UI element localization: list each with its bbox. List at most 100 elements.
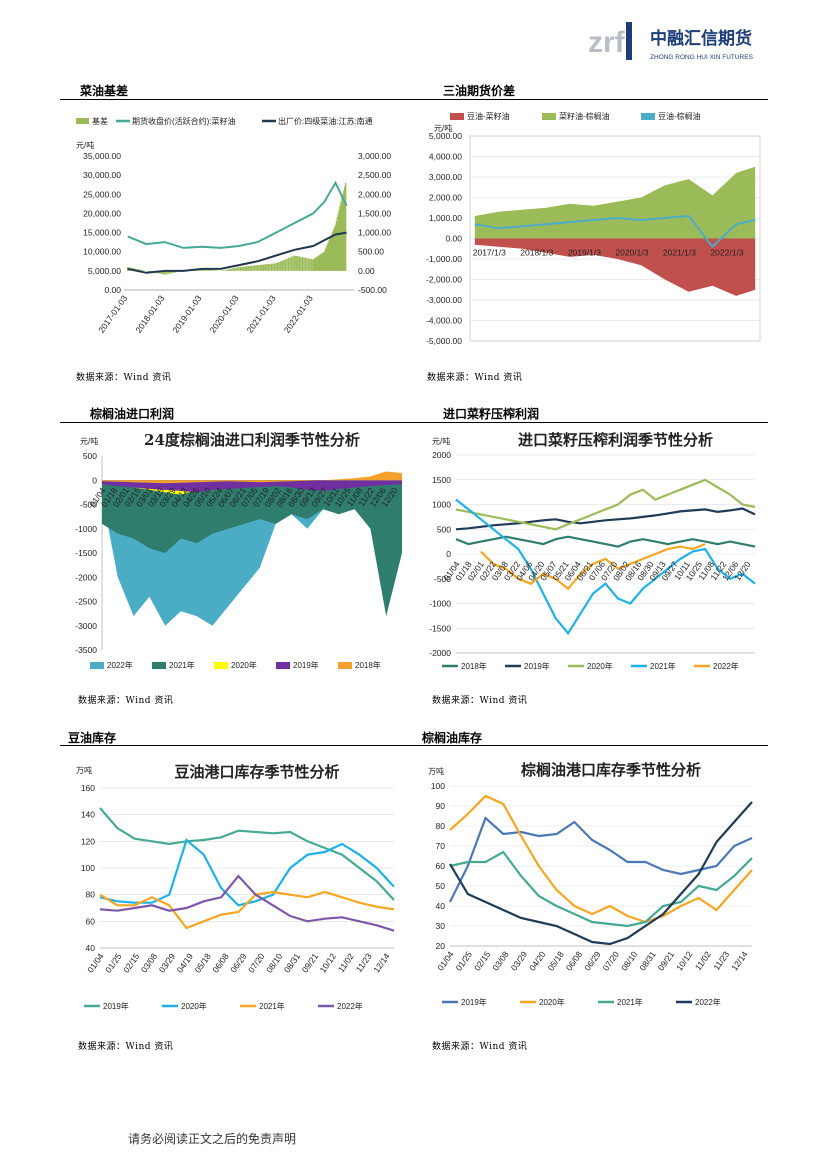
x-tick-label: 11/02: [693, 949, 713, 972]
y-tick-label: 4,000.00: [429, 152, 462, 162]
series-line: [455, 535, 756, 548]
y-tick-label: 15,000.00: [83, 228, 121, 238]
x-tick-label: 07/20: [246, 951, 267, 974]
y-tick-label: 100: [431, 781, 445, 791]
y-tick-label: -500: [434, 574, 451, 584]
series-area: [474, 238, 756, 296]
y-tick-label: 30: [436, 921, 446, 931]
unit-label: 元/吨: [76, 140, 94, 150]
x-tick-label: 2018-01-03: [133, 293, 166, 335]
x-tick-label: 2019-01-03: [170, 293, 203, 335]
legend-swatch: [214, 662, 228, 669]
x-tick-label: 08/10: [619, 949, 640, 972]
legend-label: 2020年: [181, 1001, 207, 1011]
x-tick-label: 2022-01-03: [282, 293, 315, 335]
x-tick-label: 02/15: [472, 949, 493, 972]
legend-label: 2021年: [650, 661, 676, 671]
y-tick-label: 1500: [432, 475, 451, 485]
legend-label: 2021年: [259, 1001, 285, 1011]
x-tick-label: 2020-01-03: [208, 293, 241, 335]
unit-label: 元/吨: [432, 436, 450, 446]
y-tick-label: 25,000.00: [83, 189, 121, 199]
y-tick-label: -2500: [75, 597, 97, 607]
source-note: 数据来源：Wind 资讯: [432, 696, 528, 706]
x-tick-label: 08/31: [637, 949, 658, 972]
y-tick-label: 5,000.00: [88, 266, 121, 276]
series-line: [449, 794, 753, 924]
x-tick-label: 01/04: [435, 949, 456, 972]
legend-label: 2022年: [713, 661, 739, 671]
x-tick-label: 06/08: [210, 951, 231, 974]
divider: [60, 422, 768, 423]
series-area: [102, 480, 402, 493]
x-tick-label: 12/14: [371, 951, 392, 974]
legend-swatch: [450, 113, 464, 120]
legend-label: 豆油-棕榈油: [658, 111, 701, 121]
x-tick-label: 01/25: [454, 949, 475, 972]
x-tick-label: 10/12: [318, 951, 339, 974]
y-tick-label: 70: [436, 841, 446, 851]
chart-palm-import-profit: 24度棕榈油进口利润季节性分析 元/吨 500 0 -500 -1000 -1500 -200…: [62, 428, 412, 678]
section-title-three-oil-spread: 三油期货价差: [443, 84, 516, 98]
source-note: 数据来源：Wind 资讯: [78, 696, 174, 706]
series-line: [455, 498, 756, 636]
x-tick-label: 06/29: [582, 949, 603, 972]
legend-label: 2018年: [355, 660, 381, 670]
y-tick-label: 30,000.00: [83, 170, 121, 180]
series-line: [99, 838, 395, 907]
legend-swatch: [152, 662, 166, 669]
x-tick-label: 09/21: [656, 949, 677, 972]
y-tick-label: -5,000.00: [426, 336, 462, 346]
x-tick-label: 06/29: [228, 951, 249, 974]
series-line: [127, 231, 347, 274]
x-tick-label: 2021/1/3: [663, 248, 696, 258]
legend-label: 2021年: [617, 997, 643, 1007]
x-tick-label: 2018/1/3: [520, 248, 553, 258]
series-line: [455, 478, 756, 531]
series-area: [474, 166, 756, 239]
y-tick-label: 2,500.00: [358, 170, 391, 180]
y-tick-label: 100: [81, 863, 95, 873]
legend-label: 2022年: [337, 1001, 363, 1011]
y-tick-label: -1000: [429, 599, 451, 609]
unit-label: 万吨: [76, 765, 92, 775]
chart-soyoil-stock: 豆油港口库存季节性分析 万吨 160 140 120 100 80 60 40 01/04 01/2…: [62, 752, 412, 1022]
y-tick-label: 60: [86, 916, 96, 926]
x-tick-label: 04/19: [175, 951, 196, 974]
y-tick-label: 3,000.00: [358, 151, 391, 161]
legend-label: 期货收盘价(活跃合约):菜籽油: [132, 116, 236, 126]
x-tick-label: 10/12: [674, 949, 695, 972]
y-tick-label: -3,000.00: [426, 295, 462, 305]
section-title-palm-stock: 棕榈油库存: [422, 731, 483, 745]
y-tick-label: 120: [81, 836, 95, 846]
series-line: [449, 850, 753, 928]
y-tick-label: 80: [436, 821, 446, 831]
legend-label: 2020年: [539, 997, 565, 1007]
series-line: [474, 214, 756, 249]
x-tick-label: 11/02: [336, 951, 356, 974]
series-line: [480, 543, 706, 591]
y-tick-label: 5,000.00: [429, 131, 462, 141]
y-tick-label: 1000: [432, 500, 451, 510]
y-tick-label: 2,000.00: [429, 193, 462, 203]
legend-label: 2022年: [695, 997, 721, 1007]
y-tick-label: 0.00: [358, 266, 375, 276]
y-tick-label: 1,000.00: [358, 228, 391, 238]
source-note: 数据来源：Wind 资讯: [427, 373, 523, 383]
divider: [60, 745, 768, 746]
source-note: 数据来源：Wind 资讯: [432, 1042, 528, 1052]
y-tick-label: -2000: [429, 648, 451, 658]
x-tick-label: 03/29: [509, 949, 530, 972]
x-tick-label: 04/20: [527, 949, 548, 972]
logo-name-cn: 中融汇信期货: [650, 28, 752, 49]
x-tick-label: 03/08: [490, 949, 511, 972]
legend-label: 基差: [92, 116, 108, 126]
divider: [60, 99, 768, 100]
x-tick-label: 06/08: [564, 949, 585, 972]
legend-swatch: [90, 662, 104, 669]
x-tick-label: 03/08: [139, 951, 160, 974]
y-tick-label: -1500: [429, 623, 451, 633]
chart-three-oil-spread: 豆油-菜籽油 菜籽油-棕榈油 豆油-棕榈油 元/吨 5,000.00 4,000.00 3,…: [420, 104, 770, 354]
source-note: 数据来源：Wind 资讯: [76, 373, 172, 383]
x-tick-label: 08/31: [282, 951, 303, 974]
